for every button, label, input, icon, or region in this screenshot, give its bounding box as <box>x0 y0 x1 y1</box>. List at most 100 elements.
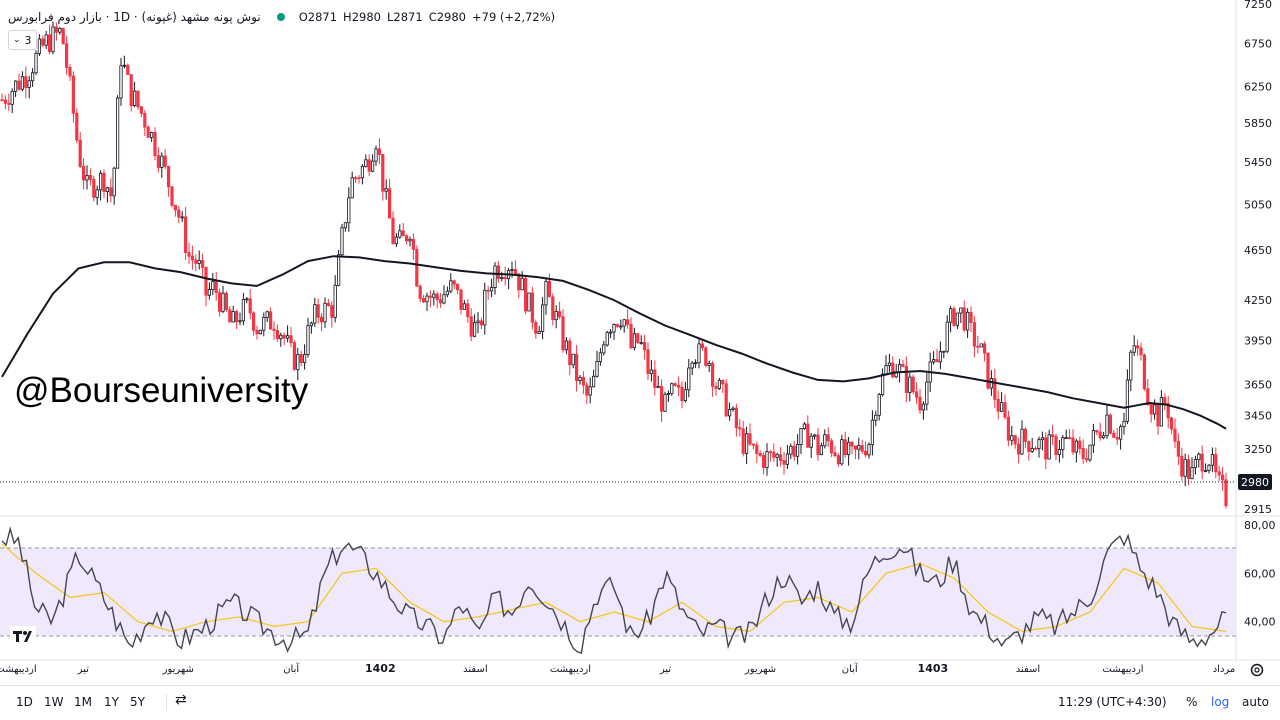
candle-body <box>530 292 535 323</box>
candle-body <box>578 376 582 381</box>
candle-body <box>891 362 895 378</box>
candle-body <box>153 132 157 157</box>
candle-body <box>1176 440 1180 457</box>
candle-body <box>418 285 422 299</box>
candle-body <box>632 333 637 349</box>
candle-body <box>275 330 280 340</box>
candle-body <box>1091 430 1095 446</box>
price-tick-label: 5050 <box>1244 198 1272 211</box>
symbol-title[interactable]: نوش پونه مشهد (غپونه) · 1D · بازار دوم ف… <box>8 10 261 24</box>
candle-body <box>959 307 963 314</box>
candle-body <box>1142 354 1146 390</box>
candle-body <box>1095 430 1099 433</box>
timeframe-1m-button[interactable]: 1M <box>74 695 92 709</box>
candle-body <box>1187 459 1191 479</box>
candle-body <box>918 396 922 411</box>
candle-body <box>1159 397 1163 427</box>
tradingview-logo-icon[interactable] <box>10 626 36 646</box>
candle-body <box>595 361 599 377</box>
ohlc-key: L <box>386 10 394 24</box>
timeframe-5y-button[interactable]: 5Y <box>130 695 145 709</box>
percent-toggle[interactable]: % <box>1186 695 1198 709</box>
timeframe-1w-button[interactable]: 1W <box>44 695 64 709</box>
candle-body <box>343 222 348 229</box>
last-price-label: 2980 <box>1241 476 1269 489</box>
candle-body <box>622 319 626 327</box>
candle-body <box>785 453 790 465</box>
candle-body <box>330 305 334 318</box>
candle-body <box>1217 471 1221 476</box>
candle-body <box>489 287 494 292</box>
candle-body <box>1081 448 1085 459</box>
candle-body <box>3 99 7 104</box>
ohlc-value: 2871 <box>393 10 423 24</box>
auto-toggle[interactable]: auto <box>1242 695 1270 709</box>
candle-body <box>588 386 592 396</box>
candle-body <box>231 311 235 323</box>
moving-average-line <box>1 255 1227 430</box>
candle-body <box>874 414 878 421</box>
candle-body <box>245 298 249 301</box>
candle-body <box>1051 434 1055 437</box>
candle-body <box>887 362 892 366</box>
candle-body <box>149 132 154 138</box>
candle-body <box>772 451 776 458</box>
candle-body <box>840 439 844 465</box>
candle-body <box>1193 459 1197 468</box>
rsi-line <box>1 526 1227 655</box>
price-chart-canvas[interactable]: 7250 6750 6250 5850 5450 5050 4650 4250 3950 3650… <box>0 0 1280 685</box>
date-range-icon[interactable]: ⇄ <box>175 692 187 708</box>
candle-body <box>993 378 997 400</box>
candle-body <box>1207 464 1211 471</box>
candle-body <box>649 369 654 374</box>
candle-body <box>847 441 851 456</box>
clock-timezone[interactable]: 11:29 (UTC+4:30) <box>1058 695 1167 709</box>
candle-body <box>1088 444 1092 461</box>
candle-body <box>282 334 286 339</box>
time-axis[interactable]: اردیبهشت تیر شهریور آبان 1402 اسفند اردیبهشت تی… <box>0 662 1235 675</box>
candle-body <box>166 166 171 188</box>
candle-body <box>904 366 909 393</box>
candle-body <box>211 281 215 290</box>
candle-body <box>350 177 354 199</box>
candle-body <box>646 349 650 374</box>
time-tick-label: شهریور <box>162 664 194 675</box>
log-toggle[interactable]: log <box>1211 695 1230 709</box>
candle-body <box>367 159 371 172</box>
chevron-down-icon: ⌄ <box>13 35 21 45</box>
candle-body <box>228 309 232 323</box>
indicator-count: 3 <box>24 33 32 47</box>
timeframe-1d-button[interactable]: 1D <box>16 695 33 709</box>
indicators-toggle-button[interactable]: ⌄ 3 <box>8 30 37 50</box>
candle-body <box>27 80 31 88</box>
candle-body <box>908 376 912 393</box>
candlestick-series <box>0 21 1228 509</box>
candle-body <box>217 292 222 312</box>
candle-body <box>143 113 147 128</box>
settings-gear-icon[interactable] <box>1250 663 1264 677</box>
candle-body <box>792 445 796 457</box>
candle-body <box>1105 414 1109 437</box>
candle-body <box>724 383 728 417</box>
candle-body <box>986 352 990 389</box>
time-tick-label: 1402 <box>365 662 396 675</box>
candle-body <box>697 343 701 364</box>
candle-body <box>136 90 140 108</box>
candle-body <box>476 320 480 324</box>
candle-body <box>762 455 766 468</box>
candle-body <box>58 28 62 33</box>
candle-body <box>183 216 188 253</box>
timeframe-1y-button[interactable]: 1Y <box>104 695 119 709</box>
candle-body <box>639 342 643 344</box>
candle-body <box>116 97 120 169</box>
price-axis[interactable]: 7250 6750 6250 5850 5450 5050 4650 4250 3950 3650… <box>1244 0 1272 516</box>
candle-body <box>435 293 439 301</box>
candle-body <box>265 311 269 318</box>
candle-body <box>683 389 688 402</box>
rsi-axis[interactable]: 80,00 60,00 40,00 <box>1244 519 1276 629</box>
candle-body <box>442 294 446 304</box>
candle-body <box>1085 458 1089 461</box>
candle-body <box>1020 428 1024 455</box>
candle-body <box>541 304 545 332</box>
candle-body <box>843 439 847 456</box>
